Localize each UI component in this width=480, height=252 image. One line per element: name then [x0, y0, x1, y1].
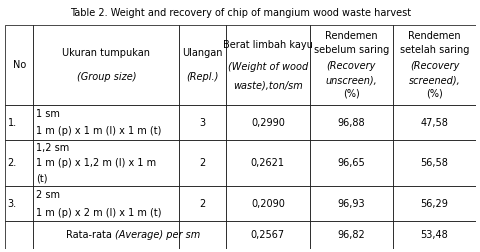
Bar: [5, 140, 34, 186]
Bar: [5, 186, 34, 222]
Text: (Recovery: (Recovery: [326, 61, 375, 71]
Bar: [34, 186, 179, 222]
Text: Table 2. Weight and recovery of chip of mangium wood waste harvest: Table 2. Weight and recovery of chip of …: [70, 8, 410, 18]
Text: Rendemen: Rendemen: [408, 32, 460, 41]
Text: 2 sm: 2 sm: [36, 190, 60, 200]
Bar: [309, 186, 392, 222]
Text: 1.: 1.: [8, 118, 17, 128]
Bar: [179, 25, 226, 105]
Text: screened),: screened),: [408, 75, 459, 85]
Text: Ulangan: Ulangan: [182, 48, 223, 58]
Bar: [34, 222, 179, 249]
Text: unscreen),: unscreen),: [324, 75, 376, 85]
Bar: [309, 222, 392, 249]
Text: Rendemen: Rendemen: [324, 32, 377, 41]
Text: 1 m (p) x 1,2 m (l) x 1 m: 1 m (p) x 1,2 m (l) x 1 m: [36, 158, 156, 168]
Text: 0,2990: 0,2990: [251, 118, 284, 128]
Text: sebelum saring: sebelum saring: [313, 45, 388, 55]
Text: No: No: [12, 60, 26, 70]
Text: Berat limbah kayu: Berat limbah kayu: [222, 40, 312, 50]
Text: 47,58: 47,58: [420, 118, 447, 128]
Text: 56,29: 56,29: [420, 199, 447, 209]
Bar: [34, 25, 179, 105]
Text: 0,2090: 0,2090: [251, 199, 284, 209]
Bar: [179, 105, 226, 140]
Text: 96,88: 96,88: [336, 118, 364, 128]
Text: 2: 2: [199, 158, 205, 168]
Bar: [309, 105, 392, 140]
Bar: [309, 140, 392, 186]
Bar: [226, 222, 309, 249]
Bar: [179, 186, 226, 222]
Text: (t): (t): [36, 174, 48, 184]
Bar: [392, 105, 475, 140]
Text: (Repl.): (Repl.): [186, 72, 218, 82]
Text: 1 m (p) x 1 m (l) x 1 m (t): 1 m (p) x 1 m (l) x 1 m (t): [36, 127, 161, 136]
Bar: [34, 140, 179, 186]
Bar: [309, 25, 392, 105]
Text: 1,2 sm: 1,2 sm: [36, 143, 70, 153]
Text: 96,82: 96,82: [336, 231, 364, 240]
Bar: [392, 186, 475, 222]
Bar: [226, 105, 309, 140]
Text: 3: 3: [199, 118, 205, 128]
Bar: [5, 105, 34, 140]
Text: 96,65: 96,65: [336, 158, 364, 168]
Bar: [226, 25, 309, 105]
Bar: [392, 222, 475, 249]
Text: 2.: 2.: [8, 158, 17, 168]
Bar: [226, 140, 309, 186]
Text: 0,2567: 0,2567: [250, 231, 284, 240]
Text: 2: 2: [199, 199, 205, 209]
Bar: [179, 222, 226, 249]
Bar: [5, 222, 34, 249]
Text: 0,2621: 0,2621: [251, 158, 284, 168]
Text: Rata-rata: Rata-rata: [66, 231, 115, 240]
Bar: [392, 25, 475, 105]
Text: 56,58: 56,58: [420, 158, 447, 168]
Text: setelah saring: setelah saring: [399, 45, 468, 55]
Text: (Average) per sm: (Average) per sm: [115, 231, 200, 240]
Text: 53,48: 53,48: [420, 231, 447, 240]
Bar: [5, 25, 34, 105]
Text: (Weight of wood: (Weight of wood: [227, 62, 307, 72]
Text: 3.: 3.: [8, 199, 17, 209]
Text: 1 m (p) x 2 m (l) x 1 m (t): 1 m (p) x 2 m (l) x 1 m (t): [36, 208, 161, 218]
Text: Ukuran tumpukan: Ukuran tumpukan: [62, 48, 150, 58]
Text: (Recovery: (Recovery: [409, 61, 458, 71]
Text: (%): (%): [425, 89, 442, 99]
Bar: [34, 105, 179, 140]
Bar: [226, 186, 309, 222]
Text: (%): (%): [342, 89, 359, 99]
Text: waste),ton/sm: waste),ton/sm: [232, 81, 302, 91]
Text: (Group size): (Group size): [76, 72, 136, 82]
Bar: [179, 140, 226, 186]
Text: 96,93: 96,93: [336, 199, 364, 209]
Bar: [392, 140, 475, 186]
Text: 1 sm: 1 sm: [36, 109, 60, 119]
